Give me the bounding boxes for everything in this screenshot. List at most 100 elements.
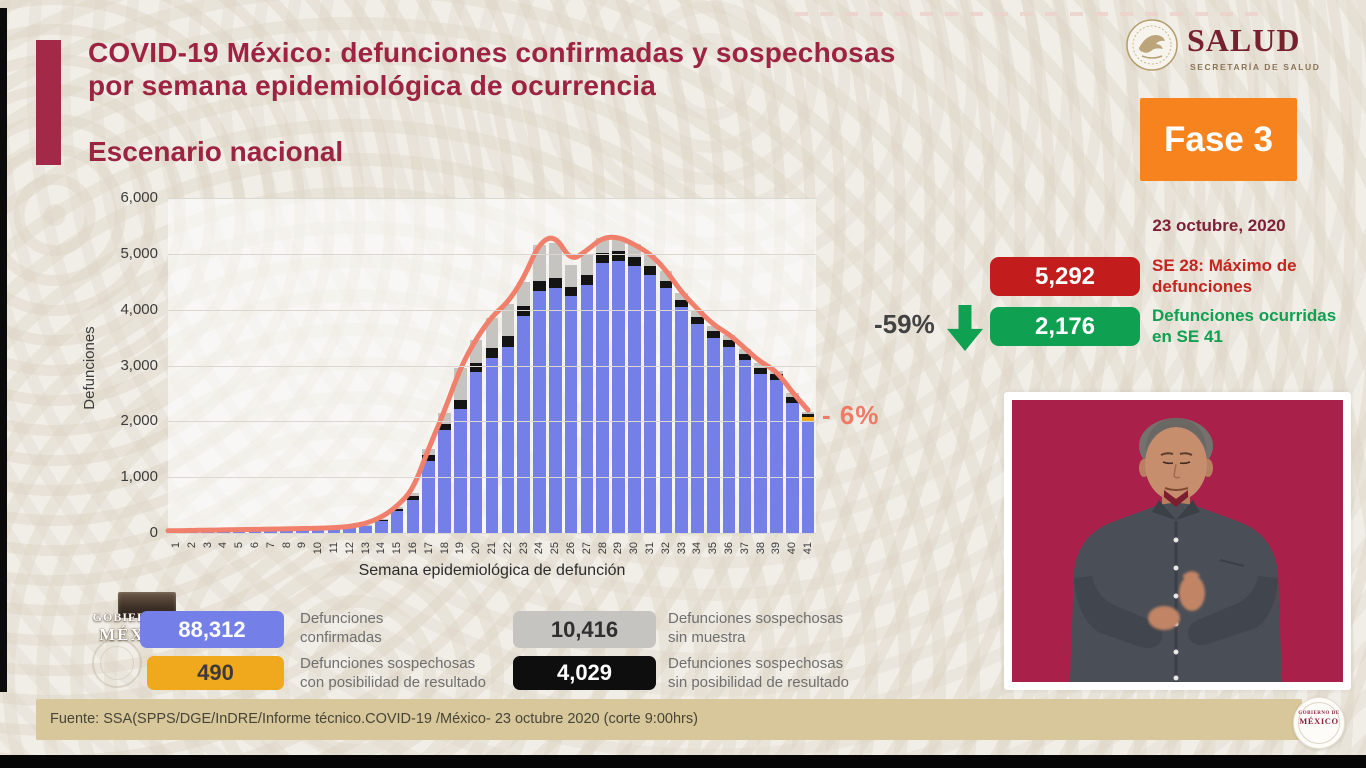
bar-segment [517, 281, 530, 306]
x-axis-tick: 8 [280, 542, 293, 549]
y-axis-tick: 3,000 [120, 356, 158, 374]
stat-current-pill: 2,176 [990, 307, 1140, 346]
bar-segment [580, 285, 594, 533]
bar-segment [564, 265, 578, 287]
legend-label-sin-muestra: Defunciones sospechosas sin muestra [668, 609, 843, 647]
bar-segment [485, 347, 499, 358]
bar-segment [390, 509, 404, 511]
bar-segment [659, 280, 673, 289]
bar-segment [390, 510, 404, 533]
x-axis-tick: 26 [565, 542, 578, 555]
x-axis-tick: 21 [486, 542, 498, 555]
y-axis-tick: 6,000 [120, 189, 158, 206]
bar-segment [675, 300, 688, 308]
bar-segment [454, 408, 467, 533]
bar-segment [422, 460, 436, 533]
bar-segment [754, 368, 767, 375]
legend-value-confirmadas: 88,312 [140, 611, 284, 648]
bar-week-16 [406, 198, 420, 533]
accent-bar [36, 40, 61, 165]
bar-week-23 [517, 198, 530, 533]
legend-label-line: sin posibilidad de resultado [668, 674, 849, 691]
y-axis-tick: 2,000 [120, 412, 158, 430]
y-axis-tick: 0 [149, 524, 158, 541]
x-axis-tick: 4 [217, 542, 230, 549]
bar-segment [533, 291, 546, 533]
x-axis-tick: 11 [327, 542, 340, 554]
bar-week-25 [548, 198, 562, 533]
bar-segment [438, 424, 451, 431]
bar-segment [706, 326, 720, 332]
bar-segment [327, 528, 341, 533]
bar-segment [375, 519, 388, 521]
bar-segment [770, 374, 783, 381]
interpreter-card [1004, 392, 1351, 690]
section-subtitle: Escenario nacional [88, 136, 344, 167]
bar-segment [596, 263, 609, 533]
x-axis-tick: 30 [628, 542, 641, 555]
bar-segment [770, 380, 783, 533]
x-axis-tick: 35 [707, 542, 720, 555]
bar-segment [280, 529, 293, 533]
bar-segment [659, 270, 673, 281]
bar-week-33 [675, 198, 688, 533]
x-axis-tick: 2 [185, 542, 198, 549]
x-axis-tick: 24 [533, 542, 546, 555]
x-axis-tick: 20 [470, 542, 483, 555]
bar-segment [754, 374, 767, 533]
bar-segment [438, 412, 451, 425]
bar-week-31 [643, 198, 657, 533]
x-axis-tick: 7 [264, 542, 277, 549]
bar-segment [596, 252, 609, 264]
x-axis-tick: 3 [201, 542, 214, 549]
bar-segment [691, 324, 704, 533]
x-axis-tick: 36 [723, 542, 736, 555]
gridline [168, 365, 816, 367]
bar-week-30 [627, 198, 641, 533]
salud-wordmark: SALUD [1187, 22, 1301, 58]
source-text: Fuente: SSA(SPPS/DGE/InDRE/Informe técni… [50, 711, 698, 727]
bar-segment [612, 251, 625, 261]
bar-segment [343, 528, 357, 533]
legend-label-line: Defunciones sospechosas [300, 655, 476, 672]
bar-segment [706, 338, 720, 533]
bar-segment [785, 402, 799, 533]
x-axis-tick: 31 [644, 542, 657, 555]
x-axis-tick: 34 [691, 542, 704, 555]
bar-segment [406, 499, 420, 533]
bar-week-27 [580, 198, 594, 533]
x-axis-tick: 10 [312, 542, 325, 555]
x-axis-tick: 38 [754, 542, 767, 555]
x-axis-tick: 15 [391, 542, 404, 555]
legend-label-con-posibilidad: Defunciones sospechosas con posibilidad … [300, 654, 486, 692]
bar-segment [691, 309, 704, 317]
x-axis-tick: 13 [359, 542, 372, 555]
bar-segment [643, 253, 657, 266]
bar-segment [627, 256, 641, 267]
down-arrow-icon [947, 305, 983, 351]
sign-language-interpreter-video [1012, 400, 1343, 682]
bar-segment [469, 363, 483, 372]
legend-label-line: Defunciones sospechosas [668, 655, 844, 672]
bar-segment [627, 266, 641, 533]
bar-segment [501, 347, 515, 533]
x-axis-tick: 25 [549, 542, 562, 555]
x-axis-tick: 9 [296, 542, 309, 549]
bar-segment [659, 288, 673, 533]
gridline [168, 477, 816, 479]
bar-segment [422, 454, 436, 461]
bar-segment [643, 274, 657, 533]
gridline [168, 533, 816, 534]
bar-segment [517, 315, 530, 533]
gobierno-badge-line-1: GOBIERNO DE [1298, 711, 1340, 716]
page-title: COVID-19 México: defunciones confirmadas… [88, 36, 1078, 102]
bar-week-22 [501, 198, 515, 533]
bar-segment [375, 520, 388, 533]
bar-segment [485, 318, 499, 348]
bar-segment [722, 346, 736, 533]
y-axis-tick: 1,000 [120, 468, 158, 486]
x-axis-tick: 23 [517, 542, 530, 555]
bar-segment [296, 529, 309, 533]
bar-segment [311, 529, 325, 533]
